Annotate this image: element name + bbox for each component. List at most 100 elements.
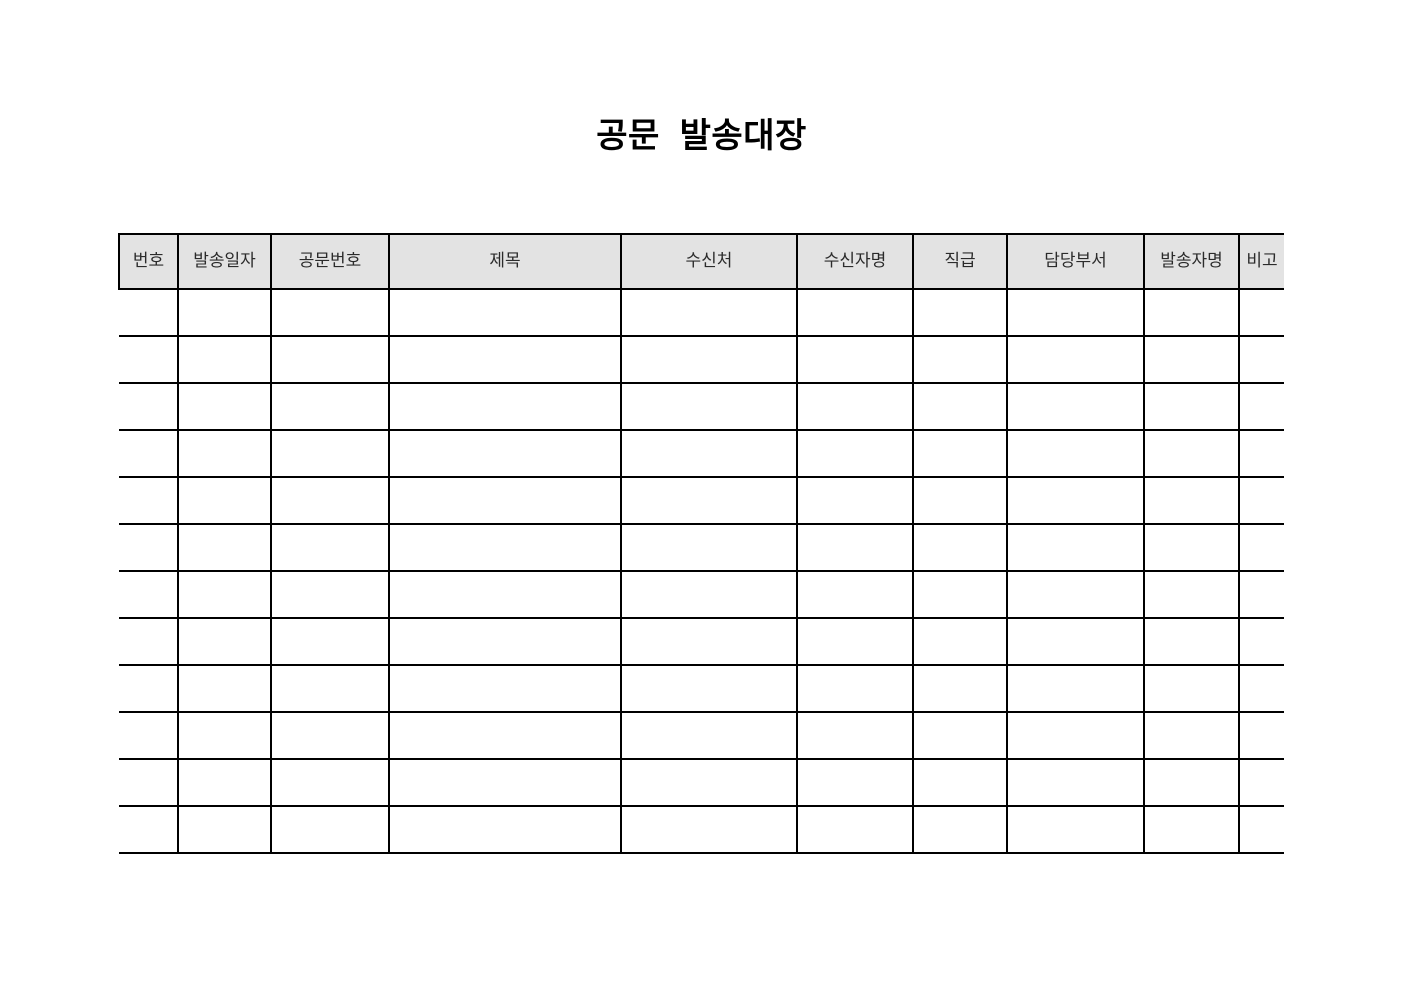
table-cell-send-date	[177, 430, 271, 478]
table-cell-sender-name	[1143, 571, 1239, 619]
table-cell-sender-name	[1143, 336, 1239, 384]
table-cell-sender-name	[1143, 289, 1239, 337]
table-cell-recipient	[620, 289, 797, 337]
table-cell-doc-number	[270, 759, 389, 807]
table-cell-department	[1006, 430, 1144, 478]
table-cell-title	[388, 336, 621, 384]
table-cell-sender-name	[1143, 618, 1239, 666]
table-cell-recipient	[620, 524, 797, 572]
table-cell-sender-name	[1143, 477, 1239, 525]
table-cell-send-date	[177, 336, 271, 384]
table-cell-remarks	[1238, 430, 1284, 478]
table-cell-recipient	[620, 430, 797, 478]
table-cell-doc-number	[270, 712, 389, 760]
table-cell-send-date	[177, 665, 271, 713]
table-cell-department	[1006, 712, 1144, 760]
table-cell-title	[388, 571, 621, 619]
table-cell-doc-number	[270, 665, 389, 713]
table-cell-department	[1006, 477, 1144, 525]
register-body	[119, 289, 1284, 854]
table-cell-sender-name	[1143, 712, 1239, 760]
table-row	[119, 712, 1284, 760]
table-cell-title	[388, 289, 621, 337]
table-row	[119, 336, 1284, 384]
dispatch-register-table: 번호 발송일자 공문번호 제목 수신처 수신자명 직급 담당부서 발송자명 비고	[118, 233, 1284, 854]
table-cell-recipient-name	[796, 524, 913, 572]
table-cell-department	[1006, 759, 1144, 807]
table-cell-position	[912, 430, 1007, 478]
table-cell-recipient-name	[796, 430, 913, 478]
table-cell-recipient	[620, 712, 797, 760]
table-cell-no	[119, 430, 178, 478]
table-cell-recipient-name	[796, 477, 913, 525]
column-header-no: 번호	[118, 233, 178, 290]
table-cell-doc-number	[270, 289, 389, 337]
table-cell-position	[912, 759, 1007, 807]
table-cell-send-date	[177, 524, 271, 572]
table-cell-sender-name	[1143, 806, 1239, 854]
table-cell-no	[119, 618, 178, 666]
column-header-department: 담당부서	[1006, 233, 1144, 290]
column-header-sender-name: 발송자명	[1143, 233, 1239, 290]
table-cell-title	[388, 430, 621, 478]
table-cell-recipient	[620, 383, 797, 431]
table-cell-position	[912, 618, 1007, 666]
table-cell-department	[1006, 618, 1144, 666]
table-cell-remarks	[1238, 336, 1284, 384]
page-title: 공문 발송대장	[596, 117, 807, 155]
column-header-send-date: 발송일자	[177, 233, 271, 290]
table-cell-send-date	[177, 759, 271, 807]
table-row	[119, 524, 1284, 572]
table-cell-remarks	[1238, 571, 1284, 619]
table-row	[119, 430, 1284, 478]
table-cell-department	[1006, 336, 1144, 384]
table-cell-title	[388, 524, 621, 572]
table-cell-title	[388, 665, 621, 713]
table-row	[119, 665, 1284, 713]
table-cell-no	[119, 712, 178, 760]
table-cell-send-date	[177, 383, 271, 431]
table-cell-no	[119, 289, 178, 337]
table-cell-remarks	[1238, 665, 1284, 713]
table-cell-doc-number	[270, 524, 389, 572]
table-row	[119, 806, 1284, 854]
table-cell-doc-number	[270, 336, 389, 384]
table-cell-recipient-name	[796, 712, 913, 760]
table-cell-position	[912, 477, 1007, 525]
table-cell-no	[119, 524, 178, 572]
table-cell-send-date	[177, 289, 271, 337]
table-cell-remarks	[1238, 712, 1284, 760]
table-cell-send-date	[177, 477, 271, 525]
table-cell-doc-number	[270, 571, 389, 619]
table-cell-recipient	[620, 618, 797, 666]
table-cell-position	[912, 665, 1007, 713]
table-cell-position	[912, 524, 1007, 572]
table-cell-remarks	[1238, 477, 1284, 525]
table-cell-recipient	[620, 759, 797, 807]
table-cell-remarks	[1238, 618, 1284, 666]
table-cell-send-date	[177, 806, 271, 854]
table-cell-sender-name	[1143, 759, 1239, 807]
table-cell-remarks	[1238, 289, 1284, 337]
table-cell-sender-name	[1143, 430, 1239, 478]
table-cell-recipient-name	[796, 806, 913, 854]
table-cell-recipient-name	[796, 289, 913, 337]
table-cell-doc-number	[270, 618, 389, 666]
table-cell-send-date	[177, 712, 271, 760]
table-cell-sender-name	[1143, 665, 1239, 713]
column-header-recipient-name: 수신자명	[796, 233, 913, 290]
table-cell-doc-number	[270, 383, 389, 431]
table-row	[119, 477, 1284, 525]
table-cell-position	[912, 383, 1007, 431]
table-cell-remarks	[1238, 759, 1284, 807]
table-cell-title	[388, 618, 621, 666]
table-cell-department	[1006, 289, 1144, 337]
header-row: 번호 발송일자 공문번호 제목 수신처 수신자명 직급 담당부서 발송자명 비고	[118, 233, 1284, 290]
table-cell-recipient	[620, 477, 797, 525]
column-header-doc-number: 공문번호	[270, 233, 389, 290]
table-cell-no	[119, 383, 178, 431]
table-cell-department	[1006, 571, 1144, 619]
table-cell-doc-number	[270, 477, 389, 525]
table-cell-no	[119, 759, 178, 807]
